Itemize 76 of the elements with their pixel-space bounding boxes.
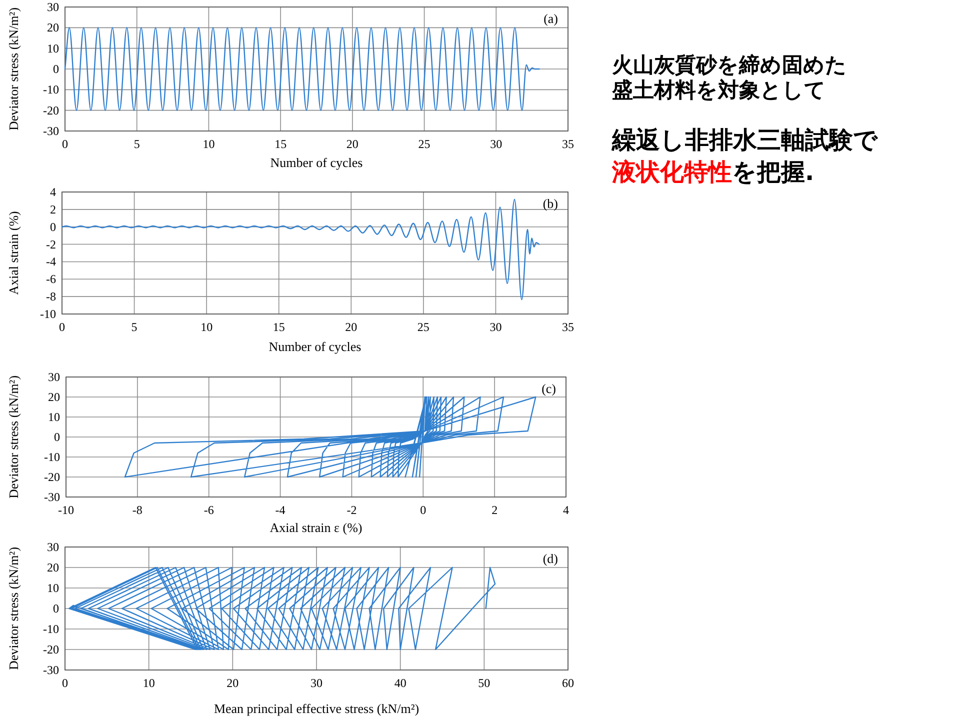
xlabel: Mean principal effective stress (kN/m²) (214, 701, 420, 716)
annotation: (d) (542, 551, 558, 566)
ytick: 20 (47, 20, 59, 35)
xtick: 10 (202, 137, 215, 151)
ytick: -20 (43, 103, 59, 118)
ytick: -2 (46, 237, 56, 252)
annotation: 火山灰質砂を締め固めた (612, 53, 847, 77)
annotation: (c) (542, 381, 556, 396)
annotation: 繰返し非排水三軸試験で (612, 126, 878, 154)
xtick: 10 (142, 676, 155, 690)
xtick: 5 (131, 320, 138, 334)
ylabel: Axial strain (%) (6, 211, 21, 295)
xtick: 20 (226, 676, 239, 690)
ytick: -30 (43, 124, 59, 138)
ytick: -10 (44, 450, 60, 464)
xtick: 5 (134, 137, 140, 151)
xtick: 10 (200, 320, 213, 334)
ytick: -4 (46, 254, 56, 269)
xtick: 15 (274, 137, 287, 151)
ytick: 10 (47, 41, 59, 56)
ylabel: Deviator stress (kN/m²) (6, 375, 21, 499)
ytick: 0 (53, 62, 59, 76)
xtick: 30 (310, 676, 322, 690)
ytick: 0 (54, 430, 60, 444)
xtick: -2 (346, 503, 357, 517)
annotation: 液状化特性を把握. (612, 158, 814, 186)
ytick: 10 (47, 581, 59, 595)
xtick: 35 (562, 320, 574, 334)
ytick: -30 (43, 663, 59, 677)
ytick: -20 (44, 470, 60, 484)
ylabel: Deviator stress (kN/m²) (6, 546, 21, 670)
xtick: 0 (420, 503, 426, 517)
xtick: -10 (58, 503, 74, 517)
ytick: -6 (46, 272, 56, 286)
ytick: -10 (40, 307, 56, 321)
xtick: 40 (394, 676, 406, 690)
ytick: -10 (43, 82, 59, 97)
ytick: -8 (46, 290, 56, 304)
xtick: 30 (490, 320, 502, 334)
xtick: 35 (562, 137, 574, 151)
xtick: 0 (62, 137, 68, 151)
xlabel: Number of cycles (268, 339, 362, 354)
xtick: -6 (204, 503, 214, 517)
ytick: -10 (43, 622, 59, 636)
xtick: -4 (275, 503, 286, 517)
xtick: -8 (132, 503, 142, 517)
ytick: -20 (43, 642, 59, 656)
xtick: 20 (346, 137, 358, 151)
ytick: 30 (48, 370, 60, 384)
xtick: 4 (563, 503, 569, 517)
xtick: 20 (345, 320, 358, 334)
ytick: 4 (50, 185, 56, 199)
ytick: 20 (48, 390, 60, 404)
xlabel: Number of cycles (270, 155, 363, 170)
xtick: 0 (62, 676, 68, 690)
annotation: (b) (542, 196, 558, 211)
ytick: -30 (44, 490, 60, 504)
xtick: 60 (562, 676, 574, 690)
annotation: 盛土材料を対象として (612, 78, 826, 102)
xtick: 50 (478, 676, 490, 690)
xtick: 30 (490, 137, 502, 151)
xtick: 0 (59, 320, 65, 334)
ytick: 0 (50, 220, 56, 234)
xtick: 25 (417, 320, 430, 334)
ytick: 30 (47, 540, 59, 554)
ytick: 30 (47, 0, 59, 14)
ylabel: Deviator stress (kN/m²) (6, 7, 21, 131)
ytick: 2 (50, 202, 56, 216)
ytick: 10 (48, 410, 60, 424)
ytick: 0 (53, 602, 59, 616)
xlabel: Axial strain ε (%) (270, 520, 362, 535)
xtick: 2 (492, 503, 498, 517)
annotation: (a) (544, 11, 558, 26)
ytick: 20 (47, 560, 59, 574)
xtick: 15 (272, 320, 285, 334)
xtick: 25 (418, 137, 430, 151)
